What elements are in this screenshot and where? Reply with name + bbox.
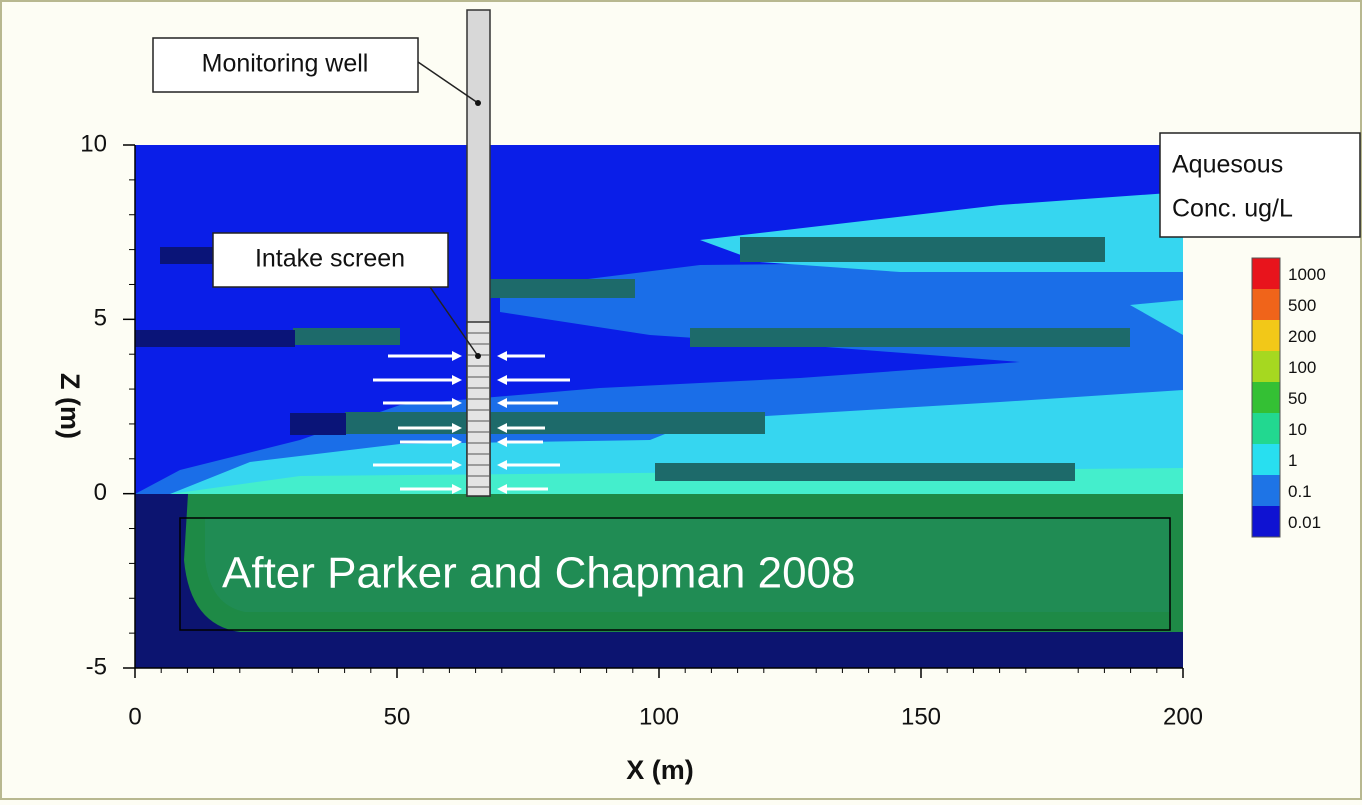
- callout-line: [429, 286, 479, 357]
- arrow-head: [452, 437, 462, 447]
- lens: [293, 328, 400, 345]
- x-tick-label: 100: [639, 703, 679, 730]
- y-tick-label: 5: [94, 305, 107, 332]
- arrow-head: [497, 398, 507, 408]
- callout-line: [417, 61, 479, 104]
- arrow-head: [497, 423, 507, 433]
- arrow-head: [452, 423, 462, 433]
- colorbar-label: 10: [1288, 420, 1307, 439]
- arrow-head: [452, 398, 462, 408]
- colorbar-label: 0.01: [1288, 513, 1321, 532]
- x-axis-label: X (m): [626, 755, 694, 785]
- colorbar-title-box: [1159, 132, 1361, 238]
- y-tick-label: -5: [86, 653, 107, 680]
- flow-arrows: [373, 351, 570, 494]
- colorbar-label: 50: [1288, 389, 1307, 408]
- callout-dot: [475, 100, 481, 106]
- colorbar-label: 0.1: [1288, 482, 1312, 501]
- screen: [466, 321, 491, 497]
- colorbar-swatch: [1252, 506, 1280, 537]
- region: [205, 518, 1170, 612]
- x-tick-label: 0: [128, 703, 141, 730]
- annotation: After Parker and Chapman 2008: [222, 549, 856, 598]
- x-tick-label: 200: [1163, 703, 1203, 730]
- colorbar-label: 1000: [1288, 265, 1326, 284]
- lens: [490, 279, 635, 298]
- intake-screen: [466, 321, 491, 497]
- colorbar-title: Conc. ug/L: [1172, 195, 1293, 223]
- colorbar-swatch: [1252, 258, 1280, 289]
- arrow-head: [452, 460, 462, 470]
- region: [1130, 300, 1183, 335]
- colorbar-label: 1: [1288, 451, 1297, 470]
- callout-box: [212, 232, 449, 288]
- arrow-head: [452, 351, 462, 361]
- colorbar-label: 500: [1288, 296, 1316, 315]
- callout-dot: [475, 353, 481, 359]
- colorbar-swatch: [1252, 320, 1280, 351]
- y-axis-label: Z (m): [55, 373, 85, 439]
- lens: [740, 237, 1105, 262]
- arrow-head: [497, 437, 507, 447]
- lens: [690, 328, 1130, 347]
- lens: [345, 412, 765, 434]
- colorbar-swatch: [1252, 475, 1280, 506]
- lens: [135, 330, 295, 347]
- x-tick-label: 50: [384, 703, 411, 730]
- arrow-head: [452, 375, 462, 385]
- colorbar-label: 200: [1288, 327, 1316, 346]
- lens: [655, 463, 1075, 481]
- colorbar-frame: [1251, 257, 1281, 538]
- colorbar-swatch: [1252, 413, 1280, 444]
- colorbar-swatch: [1252, 351, 1280, 382]
- arrow-head: [497, 351, 507, 361]
- colorbar-swatch: [1252, 382, 1280, 413]
- colorbar-swatch: [1252, 444, 1280, 475]
- y-tick-label: 10: [80, 130, 107, 157]
- lens: [290, 413, 346, 435]
- annotation-box: [179, 517, 1171, 631]
- callout-label: Monitoring well: [202, 50, 369, 78]
- colorbar-label: 100: [1288, 358, 1316, 377]
- callout-label: Intake screen: [255, 245, 405, 273]
- arrow-head: [497, 460, 507, 470]
- colorbar-swatch: [1252, 289, 1280, 320]
- y-tick-label: 0: [94, 479, 107, 506]
- plot-area: After Parker and Chapman 2008 Monitoring…: [135, 9, 1183, 668]
- arrow-head: [497, 375, 507, 385]
- arrow-head: [497, 484, 507, 494]
- x-tick-label: 150: [901, 703, 941, 730]
- colorbar-title: Aquesous: [1172, 151, 1283, 179]
- callout-box: [152, 37, 419, 93]
- arrow-head: [452, 484, 462, 494]
